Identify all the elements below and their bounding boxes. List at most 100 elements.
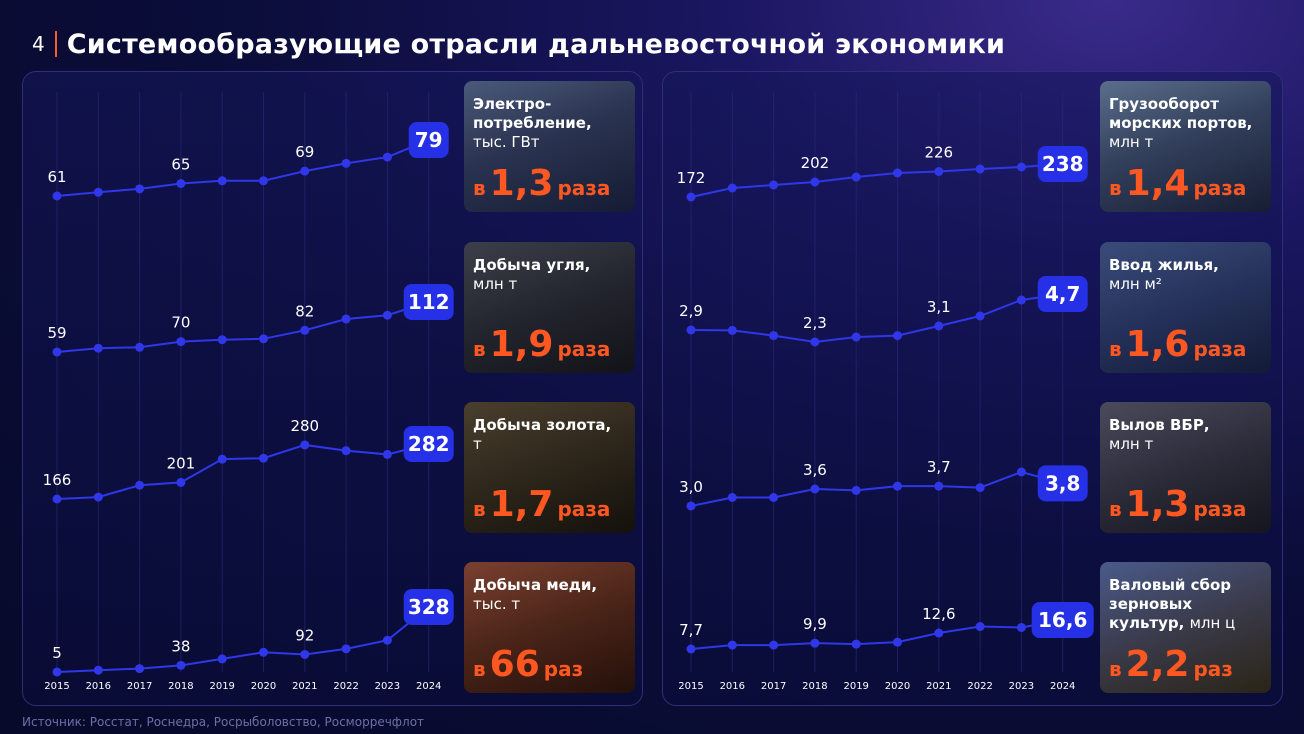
data-point [769, 640, 779, 650]
last-value-label: 112 [408, 290, 450, 314]
data-point [727, 183, 737, 193]
last-value-badge [1037, 146, 1088, 182]
data-point [135, 664, 145, 674]
last-value-label: 238 [1042, 152, 1084, 176]
last-value-label: 4,7 [1045, 282, 1080, 306]
x-tick-label: 2023 [1009, 681, 1034, 692]
last-value-label: 3,8 [1045, 471, 1080, 495]
data-point [975, 164, 985, 174]
data-point [934, 321, 944, 331]
data-label: 61 [47, 168, 66, 186]
data-label: 9,9 [803, 615, 827, 633]
data-point [300, 325, 310, 335]
page-number: 4 [32, 32, 45, 56]
data-point [217, 335, 227, 345]
data-point [893, 168, 902, 178]
data-point [1016, 622, 1026, 632]
data-point [259, 334, 268, 344]
data-label: 172 [677, 169, 706, 187]
x-tick-label: 2016 [720, 681, 745, 692]
data-point [341, 446, 351, 456]
data-point [1016, 467, 1026, 477]
card-label: Добыча золота, т [473, 416, 612, 453]
growth-factor: в 1,3 раза [473, 163, 611, 204]
last-value-badge [403, 589, 454, 625]
series-line [56, 301, 430, 353]
data-point [769, 493, 779, 502]
card-label: Валовый сбор зерновых культур, млн ц [1109, 576, 1236, 632]
card-ports: Грузооборот морских портов, млн т в 1,4 раз… [1100, 81, 1271, 212]
data-label: 5 [52, 644, 62, 662]
data-point [217, 176, 227, 186]
data-point [382, 449, 392, 459]
data-point [382, 635, 392, 645]
data-point [934, 628, 944, 638]
x-tick-label: 2020 [251, 681, 276, 692]
data-point [52, 667, 62, 677]
card-label: Добыча угля, млн т [473, 256, 591, 293]
data-point [686, 325, 696, 335]
data-point [93, 343, 103, 353]
data-point [810, 638, 820, 648]
data-point [176, 477, 186, 487]
last-value-label: 328 [408, 595, 450, 619]
data-point [341, 644, 351, 654]
growth-factor: в 1,3 раза [1109, 484, 1247, 525]
data-point [176, 660, 186, 670]
x-tick-label: 2017 [761, 681, 786, 692]
header: 4 Системообразующие отрасли дальневосточ… [32, 26, 1005, 62]
data-point [382, 310, 392, 320]
last-value-badge [1037, 276, 1088, 312]
data-label: 2,9 [679, 302, 703, 320]
data-point [727, 640, 737, 650]
growth-factor: в 2,2 раз [1109, 644, 1233, 685]
x-tick-label: 2021 [292, 681, 317, 692]
growth-factor: в 1,9 раза [473, 324, 611, 365]
data-point [810, 177, 820, 187]
x-tick-label: 2019 [843, 681, 868, 692]
last-value-badge [1031, 602, 1094, 638]
data-point [769, 331, 779, 341]
data-point [1016, 162, 1026, 172]
data-point [135, 342, 145, 352]
x-tick-label: 2024 [1050, 681, 1075, 692]
data-point [176, 179, 186, 189]
x-tick-label: 2016 [86, 681, 111, 692]
data-label: 82 [295, 302, 314, 320]
data-point [727, 325, 737, 335]
data-point [52, 191, 62, 201]
x-tick-label: 2024 [416, 681, 441, 692]
card-label: Грузооборот морских портов, млн т [1109, 95, 1253, 151]
data-label: 70 [171, 314, 190, 332]
data-point [851, 172, 861, 182]
card-label: Вылов ВБР, млн т [1109, 416, 1210, 453]
series-line [690, 163, 1063, 198]
card-coal: Добыча угля, млн т в 1,9 раза [464, 242, 635, 373]
x-tick-label: 2018 [802, 681, 827, 692]
data-point [975, 483, 985, 493]
data-point [810, 337, 820, 347]
data-point [176, 337, 186, 347]
x-tick-label: 2020 [885, 681, 910, 692]
growth-factor: в 1,6 раза [1109, 324, 1247, 365]
data-point [934, 481, 944, 491]
data-point [300, 166, 310, 176]
data-point [686, 644, 696, 654]
last-value-badge [408, 122, 449, 158]
x-tick-label: 2019 [209, 681, 234, 692]
x-tick-label: 2015 [678, 681, 703, 692]
data-label: 12,6 [922, 605, 955, 623]
data-point [341, 158, 351, 168]
x-tick-label: 2017 [127, 681, 152, 692]
source-note: Источник: Росстат, Роснедра, Росрыболовс… [22, 715, 425, 729]
data-point [382, 152, 392, 162]
data-point [893, 331, 902, 341]
data-label: 280 [290, 417, 319, 435]
header-divider [54, 31, 57, 57]
data-point [727, 493, 737, 502]
growth-factor: в 1,7 раза [473, 484, 611, 525]
data-point [851, 332, 861, 342]
data-point [300, 649, 310, 659]
data-point [893, 637, 902, 647]
data-label: 202 [801, 154, 830, 172]
